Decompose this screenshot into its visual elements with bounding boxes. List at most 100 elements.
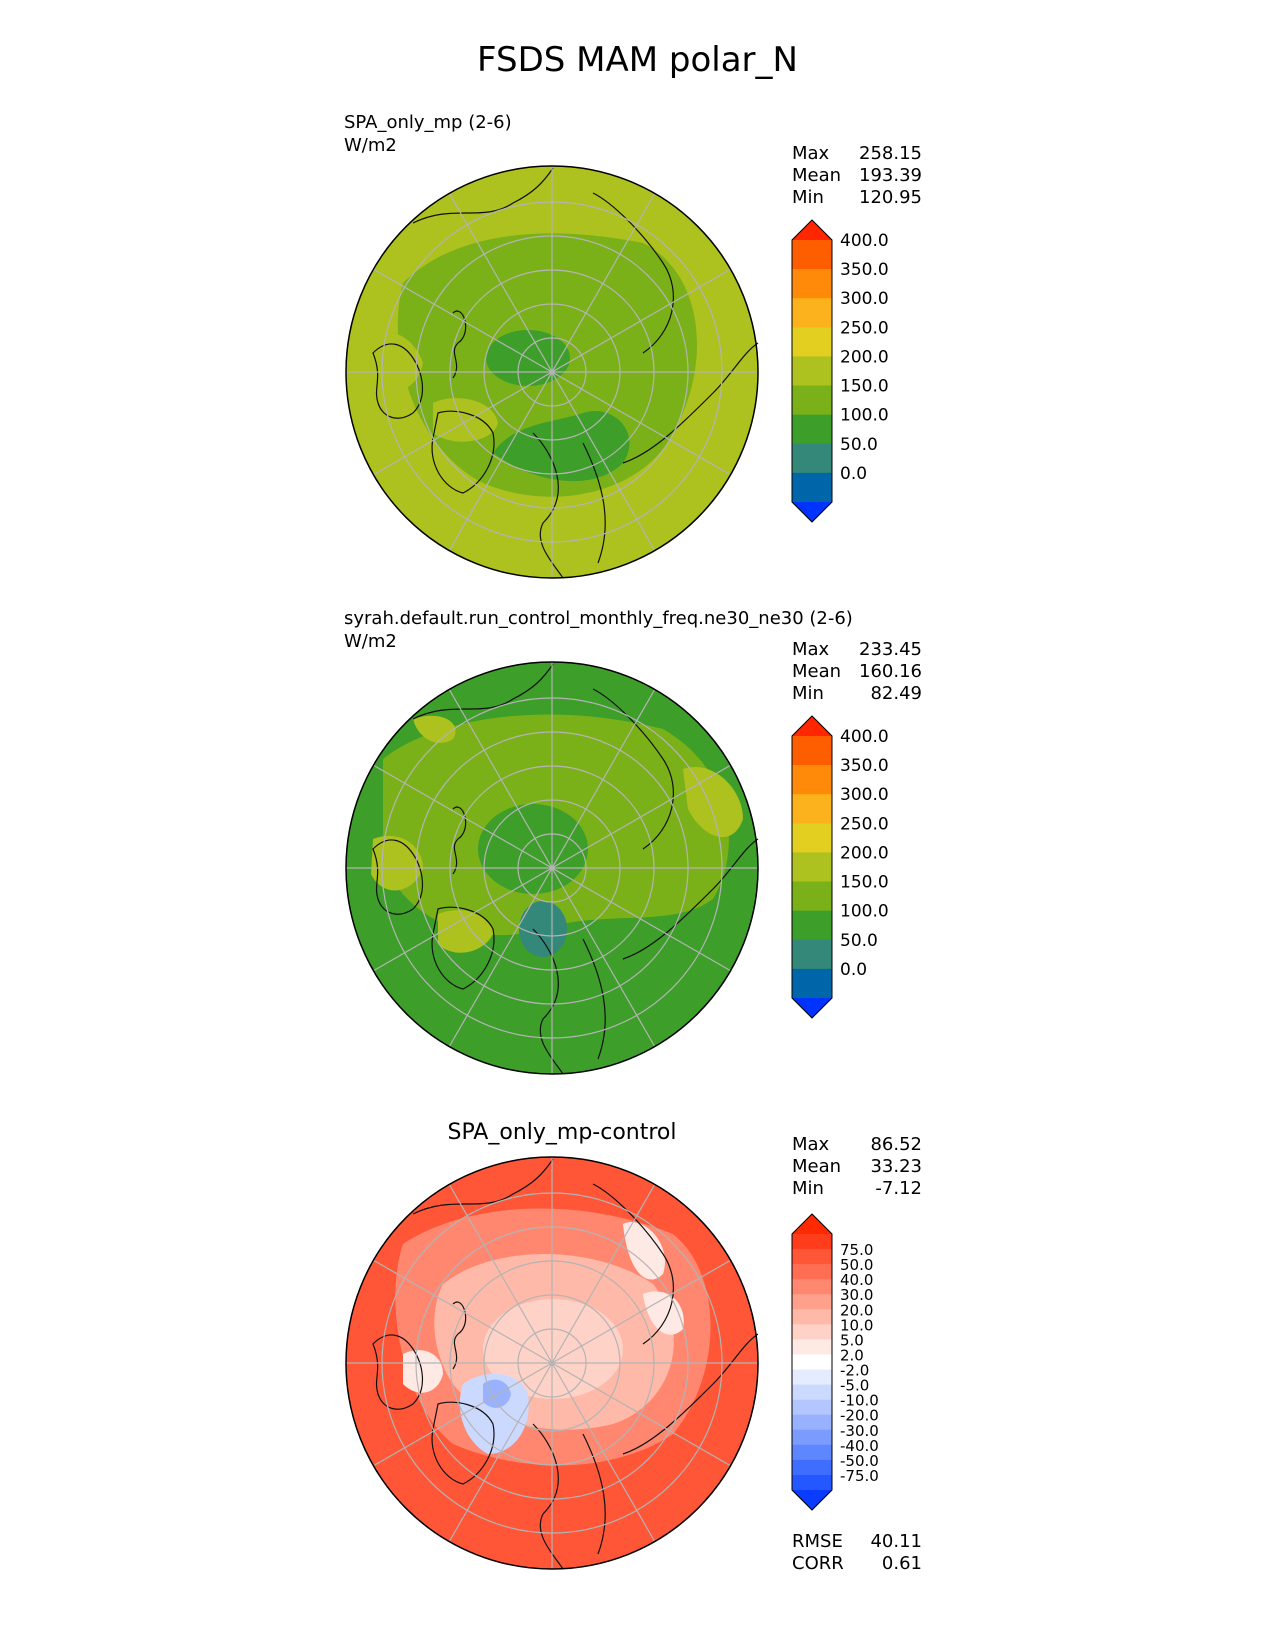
meridian-line [448,1183,656,1543]
colorbar-tick-label: -20.0 [840,1407,879,1425]
colorbar-tick-label: 0.0 [840,464,867,484]
colorbar-outline [791,715,833,1019]
test-stats: Max 258.15 Mean 193.39 Min 120.95 [792,143,922,209]
colorbar-tick-label: 30.0 [840,1286,873,1304]
colorbar-segment [792,1414,832,1431]
corr-label: CORR [792,1553,844,1574]
coastlines [372,663,759,1075]
colorbar-tick-label: 400.0 [840,231,889,251]
coastline-siberia-east [592,1183,674,1345]
diff-colorbar: -75.0-50.0-40.0-30.0-20.0-10.0-5.0-2.02.… [791,1213,879,1511]
colorbar-segment [792,939,832,970]
colorbar-tick-label: 200.0 [840,843,889,863]
test-panel-label: SPA_only_mp (2-6) W/m2 [344,111,512,157]
max-value: 258.15 [859,143,922,164]
colorbar-outline [791,219,833,523]
coastline-greenland [431,906,495,990]
colorbar-segment [792,356,832,387]
coastline-russia [582,1433,606,1555]
colorbar-segment [792,852,832,883]
colorbar-segment [792,472,832,503]
colorbar-segment [792,298,832,328]
min-value: -7.12 [875,1178,922,1199]
colorbar-segment [792,823,832,853]
max-label: Max [792,639,830,660]
coastline-scandinavia [532,928,564,1075]
colorbar-tick-label: -40.0 [840,1437,879,1455]
colorbar-tick-label: 350.0 [840,756,889,776]
coastline-siberia-west [622,1333,759,1455]
graticule [346,166,758,578]
colorbar-segment [792,1294,832,1310]
ref-colorbar: 0.0 50.0 100.0 150.0 200.0 250.0 300.0 350.0 400… [791,714,889,1019]
colorbar-tick-label: 50.0 [840,931,878,951]
coastline-alaska [412,167,554,224]
figure-title: FSDS MAM polar_N [477,40,798,80]
diff-polar-map [345,1156,759,1570]
colorbar-tick-label: 200.0 [840,347,889,367]
ref-case-name: syrah.default.run_control_monthly_freq.n… [344,608,853,629]
colorbar-tick-label: 300.0 [840,289,889,309]
rmse-label: RMSE [792,1531,843,1552]
colorbar-segment [792,385,832,416]
coastline-greenland [431,1401,495,1485]
colorbar-segment [792,1459,832,1476]
diff-metrics: RMSE 40.11 CORR 0.61 [792,1531,922,1575]
colorbar-tick-label: 5.0 [840,1331,864,1349]
colorbar-tick-label: -75.0 [840,1467,879,1485]
map-field-canada-low [403,1350,443,1393]
colorbar-extend-max [792,716,832,736]
corr-value: 0.61 [881,1553,922,1574]
colorbar-tick-label: 250.0 [840,814,889,834]
colorbar-tick-label: -2.0 [840,1362,869,1380]
mean-label: Mean [792,165,842,186]
coastline-russia [582,938,606,1060]
colorbar-segment [792,240,832,270]
colorbar-segment [792,1429,832,1446]
map-boundary [345,661,759,1075]
colorbar-tick-label: -50.0 [840,1452,879,1470]
ref-stats: Max 233.45 Mean 160.16 Min 82.49 [792,639,922,705]
mean-value: 33.23 [870,1156,922,1177]
colorbar-extend-min [792,998,832,1018]
coastlines [372,167,759,579]
graticule [346,662,758,1074]
colorbar-extend-min [792,1490,832,1510]
colorbar-segment [792,1369,832,1386]
coastline-alaska [412,663,554,720]
coastline-scandinavia [532,1423,564,1570]
mean-label: Mean [792,1156,842,1177]
colorbar-segment [792,1264,832,1280]
max-label: Max [792,143,830,164]
colorbar-tick-label: 400.0 [840,727,889,747]
diff-stats: Max 86.52 Mean 33.23 Min -7.12 [792,1134,922,1200]
coastline-baffin [372,839,424,915]
rmse-value: 40.11 [870,1531,922,1552]
coastline-russia [582,442,606,564]
coastline-archipelago [452,806,467,875]
coastlines [372,1158,759,1570]
test-units: W/m2 [344,135,397,156]
colorbar-tick-label: 250.0 [840,318,889,338]
colorbar-segment [792,443,832,474]
coastline-baffin [372,1334,424,1410]
coastline-baffin [372,343,424,419]
colorbar-tick-label: 300.0 [840,785,889,805]
colorbar-segment [792,1324,832,1340]
min-label: Min [792,683,824,704]
max-value: 86.52 [870,1134,922,1155]
coastline-archipelago [452,1301,467,1370]
max-value: 233.45 [859,639,922,660]
colorbar-tick-label: 150.0 [840,377,889,397]
coastline-siberia-east [592,192,674,354]
colorbar-segment [792,1339,832,1355]
map-boundary [345,1156,759,1570]
colorbar-segment [792,1249,832,1265]
diff-panel-title: SPA_only_mp-control [447,1120,677,1145]
map-field-greenland [438,910,493,953]
colorbar-tick-label: 75.0 [840,1241,873,1259]
coastline-siberia-west [622,838,759,960]
colorbar-tick-label: 20.0 [840,1301,873,1319]
colorbar-extend-max [792,1214,832,1234]
colorbar-segment [792,1234,832,1250]
